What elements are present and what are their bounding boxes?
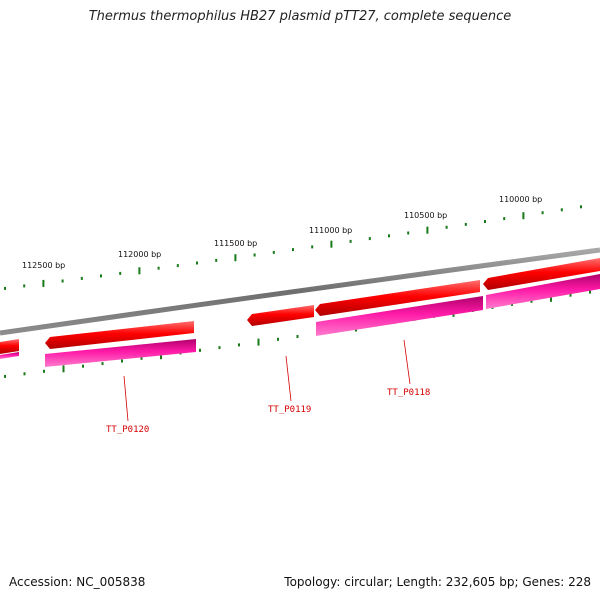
gene-feature-left-edge[interactable] [0,339,19,354]
inner-scale-minor-tick [589,290,591,294]
outer-scale-minor-tick [580,205,582,209]
gene-feature-tt-p0120[interactable] [45,321,194,349]
outer-scale-minor-tick [157,266,160,270]
outer-scale-minor-tick [23,284,26,288]
outer-scale-minor-tick [311,245,314,249]
scale-label-112000: 112000 bp [118,250,161,259]
gene-feature-right-edge[interactable] [483,258,600,290]
inner-scale-minor-tick [23,372,26,376]
outer-scale-minor-tick [541,211,544,215]
inner-scale-major-tick [62,365,65,373]
outer-scale-ticks [4,205,582,290]
inner-scale-minor-tick [121,359,123,363]
map-title: Thermus thermophilus HB27 plasmid pTT27,… [88,9,512,24]
inner-scale-minor-tick [199,348,201,352]
scale-label-110500: 110500 bp [404,211,447,220]
outer-scale-major-tick [330,240,333,248]
outer-scale-minor-tick [215,258,218,262]
outer-scale-minor-tick [292,248,294,252]
outer-scale-minor-tick [119,271,122,275]
label-leader-tt-p0118 [403,339,411,385]
outer-scale-major-tick [234,254,237,262]
inner-scale-major-tick [160,352,162,360]
outer-scale-major-tick [138,267,141,275]
outer-scale-major-tick [426,226,429,234]
scale-label-112500: 112500 bp [22,261,65,270]
gene-label-tt-p0118[interactable]: TT_P0118 [387,388,430,398]
outer-scale-minor-tick [368,237,371,241]
label-leader-tt-p0119 [285,355,292,402]
inner-scale-minor-tick [296,335,299,338]
cds-feature-tt-p0120[interactable] [45,339,196,367]
outer-scale-major-tick [42,279,45,287]
inner-scale-minor-tick [569,293,572,297]
label-leader-tt-p0120 [123,375,129,422]
outer-scale-minor-tick [4,286,6,290]
outer-scale-major-tick [522,212,525,220]
inner-scale-minor-tick [530,299,533,303]
outer-scale-minor-tick [484,220,486,223]
outer-scale-minor-tick [196,261,198,265]
outer-scale-minor-tick [464,222,467,226]
outer-scale-minor-tick [100,274,102,278]
outer-scale-minor-tick [253,253,256,257]
inner-scale-major-tick [257,338,260,346]
inner-scale-major-tick [550,294,552,302]
scale-label-111000: 111000 bp [309,226,352,235]
sequence-summary: Topology: circular; Length: 232,605 bp; … [284,575,591,589]
outer-scale-minor-tick [80,276,83,280]
cds-feature-tt-p0118[interactable] [316,296,483,336]
inner-scale-minor-tick [277,337,279,341]
outer-scale-minor-tick [61,279,64,283]
inner-scale-minor-tick [4,374,6,378]
inner-scale-minor-tick [82,364,84,368]
scale-label-110000: 110000 bp [499,195,542,204]
accession-label: Accession: NC_005838 [9,575,146,589]
inner-scale-minor-tick [101,362,104,366]
plasmid-backbone [0,247,600,336]
outer-scale-minor-tick [503,217,506,221]
inner-scale-minor-tick [238,343,240,347]
inner-scale-minor-tick [43,369,45,373]
gene-feature-tt-p0119[interactable] [247,305,314,326]
gene-label-tt-p0119[interactable]: TT_P0119 [268,405,311,415]
outer-scale-minor-tick [388,234,390,238]
outer-scale-minor-tick [560,208,563,212]
gene-label-tt-p0120[interactable]: TT_P0120 [106,425,149,435]
outer-scale-minor-tick [445,225,448,229]
scale-label-111500: 111500 bp [214,239,257,248]
inner-scale-minor-tick [140,356,143,360]
cds-feature-left-edge[interactable] [0,352,19,359]
outer-scale-minor-tick [349,239,352,243]
outer-scale-minor-tick [176,264,179,268]
cds-feature-right-edge[interactable] [486,274,600,309]
outer-scale-minor-tick [272,250,275,254]
outer-scale-minor-tick [407,231,410,235]
gene-feature-tt-p0118[interactable] [315,280,480,316]
inner-scale-minor-tick [218,346,221,350]
